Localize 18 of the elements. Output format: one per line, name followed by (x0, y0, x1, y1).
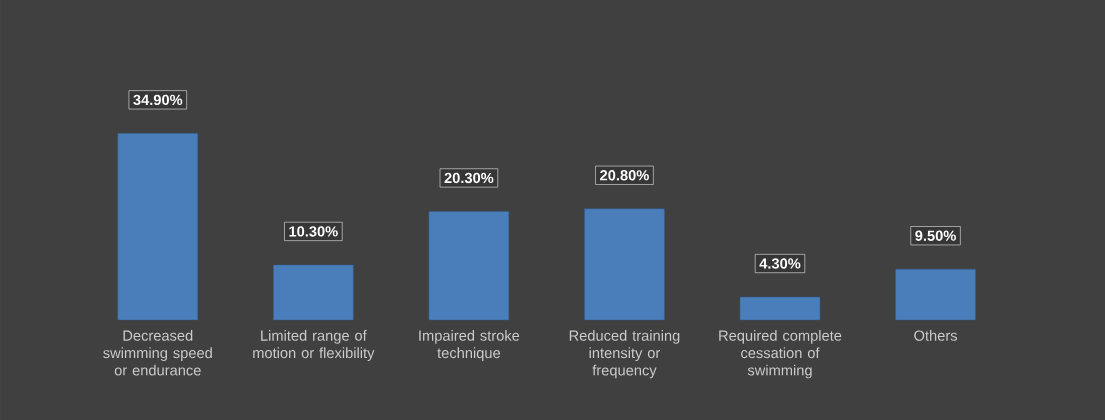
bar (584, 208, 665, 321)
data-label: 4.30% (759, 258, 801, 269)
bar (117, 133, 199, 321)
data-label: 10.30% (289, 226, 338, 237)
bar (739, 296, 821, 321)
bar (273, 264, 354, 321)
data-label: 20.30% (444, 172, 494, 184)
x-tick-label: Others (914, 330, 958, 341)
x-tick-label: Impaired stroke technique (419, 330, 520, 362)
data-label: 34.90% (133, 94, 183, 106)
data-label: 20.80% (600, 170, 649, 181)
x-tick-label: Decreased swimming speed or endurance (103, 330, 212, 376)
bar (428, 211, 510, 321)
x-tick-label: Required complete cessation of swimming (719, 330, 842, 379)
data-label: 9.50% (915, 230, 956, 241)
x-tick-label: Limited range of motion or flexibility (253, 330, 375, 362)
bar (895, 268, 976, 321)
x-tick-label: Reduced training intensity or frequency (569, 330, 680, 379)
